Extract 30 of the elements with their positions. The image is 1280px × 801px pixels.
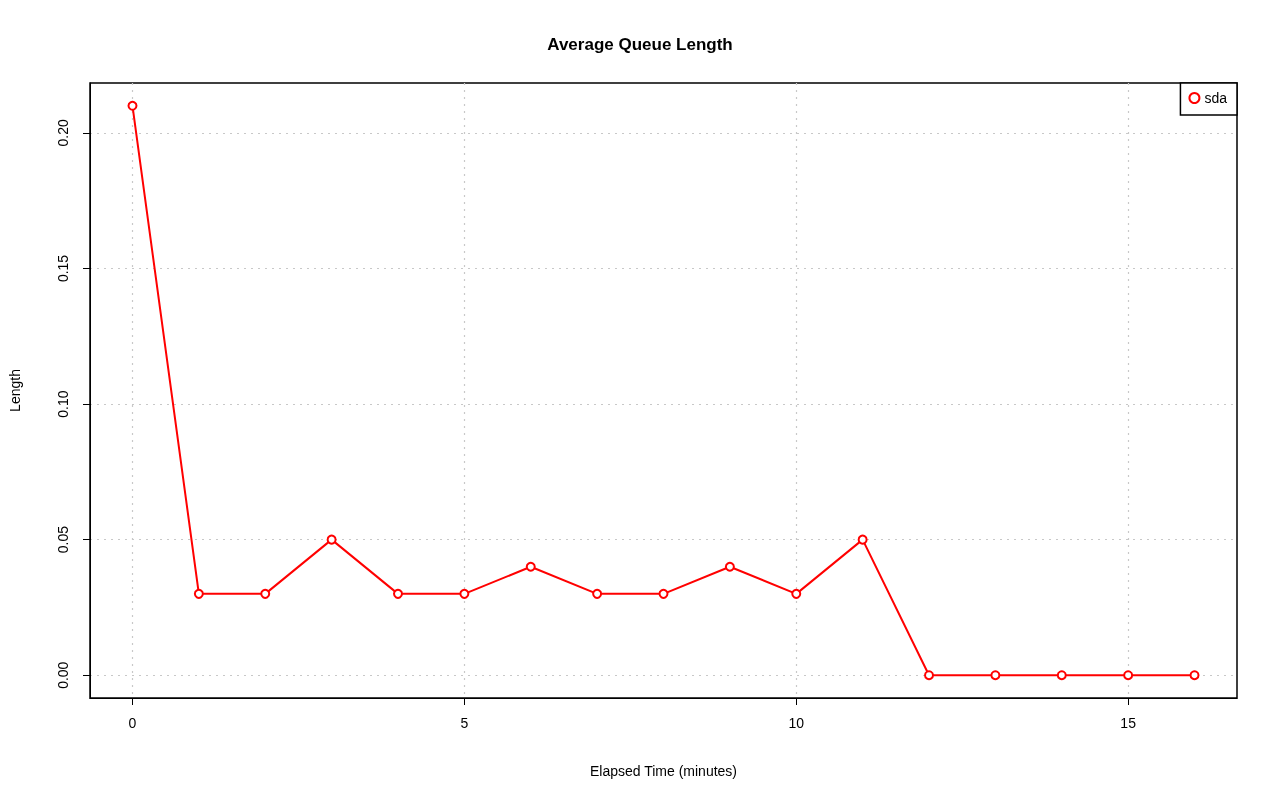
x-tick-label: 0: [128, 715, 137, 731]
y-tick-label: 0.00: [55, 661, 71, 689]
point: [1189, 670, 1200, 681]
y-tick-label: 0.15: [55, 254, 71, 283]
x-tick-label: 15: [1120, 715, 1137, 731]
x-axis-title: Elapsed Time (minutes): [589, 763, 738, 779]
point: [1056, 670, 1067, 681]
point: [326, 534, 337, 545]
point: [857, 534, 868, 545]
y-axis-title: Length: [7, 369, 23, 412]
point: [459, 588, 470, 599]
point: [724, 561, 735, 572]
y-tick-label: 0.05: [55, 525, 71, 554]
point: [592, 588, 603, 599]
chart-title: Average Queue Length: [547, 35, 733, 54]
point: [260, 588, 271, 599]
point: [127, 100, 138, 111]
y-tick-label: 0.10: [55, 390, 71, 418]
point: [393, 588, 403, 599]
point: [990, 670, 1001, 681]
point: [791, 588, 802, 599]
point: [193, 588, 204, 599]
point: [924, 670, 935, 681]
y-tick-label: 0.20: [55, 119, 71, 147]
x-tick-label: 5: [460, 715, 469, 731]
legend-label: sda: [1204, 90, 1228, 106]
point: [525, 561, 536, 572]
point: [658, 588, 669, 599]
x-tick-label: 10: [788, 715, 805, 731]
point: [1123, 670, 1134, 681]
